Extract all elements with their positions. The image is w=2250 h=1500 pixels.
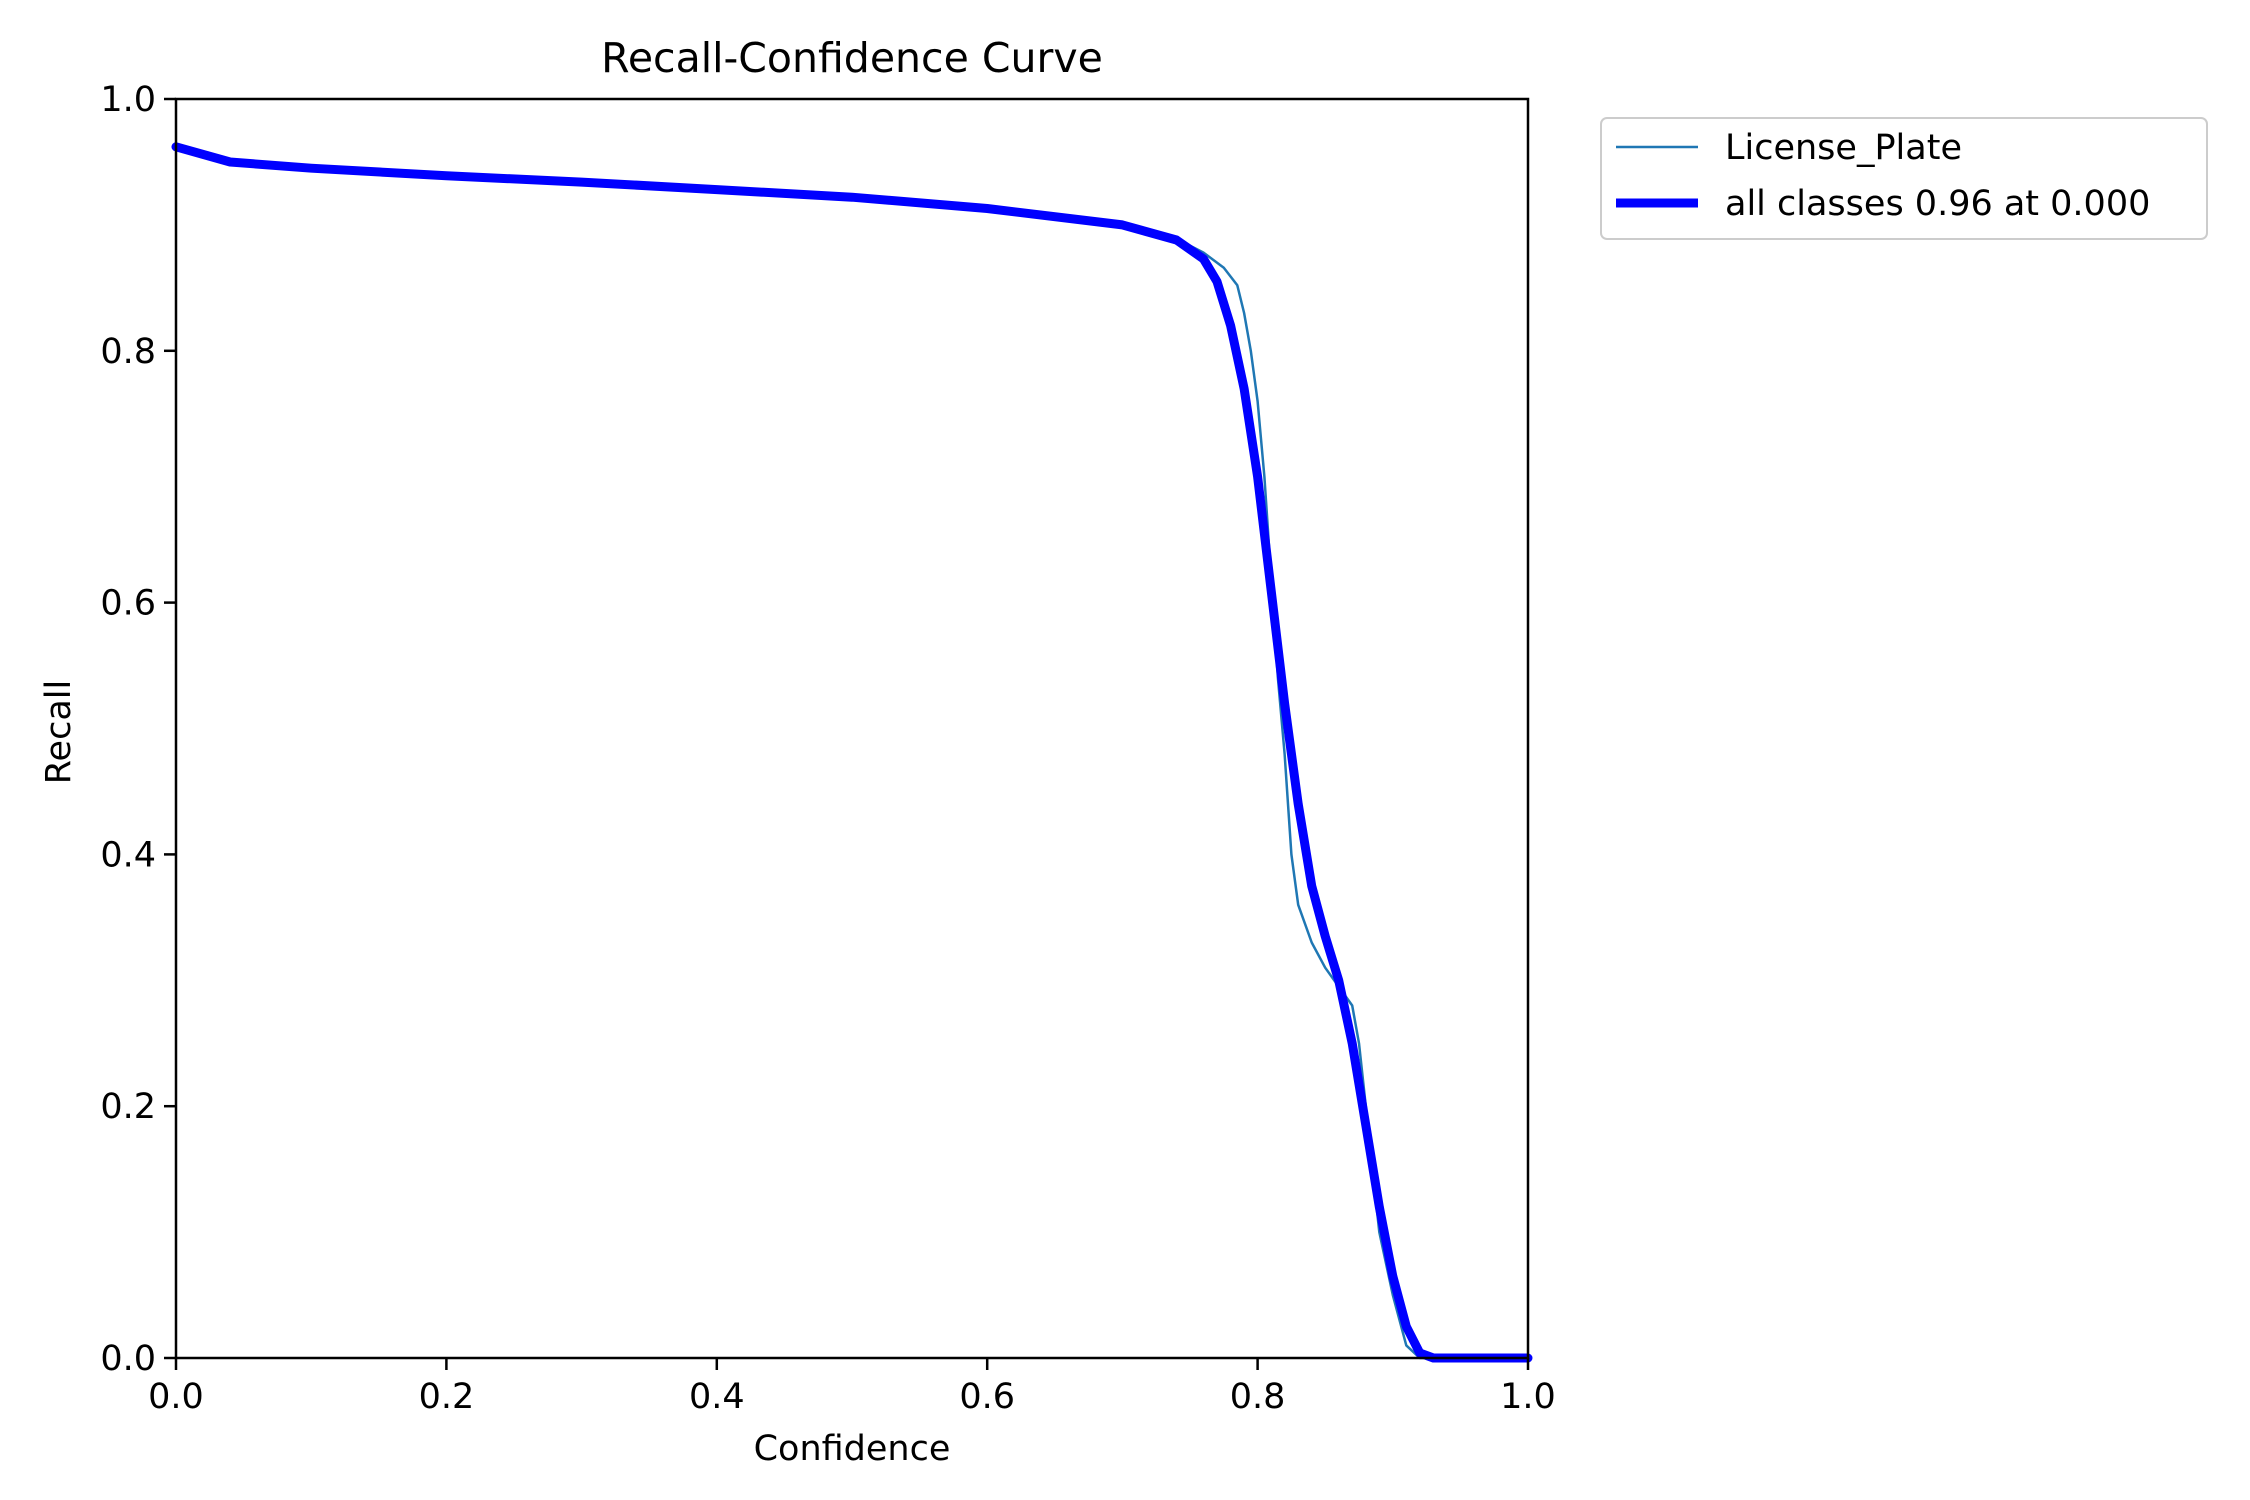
y-tick-label: 0.0 <box>100 1339 156 1379</box>
x-tick-label: 1.0 <box>1500 1377 1556 1417</box>
y-tick-label: 0.6 <box>100 584 156 624</box>
y-axis-ticks: 0.0 0.2 0.4 0.6 0.8 1.0 <box>100 80 176 1379</box>
chart-title: Recall-Confidence Curve <box>601 34 1103 82</box>
series-line-all-classes <box>171 142 1533 1363</box>
x-tick-label: 0.6 <box>959 1377 1015 1417</box>
legend-label-license-plate: License_Plate <box>1725 128 1962 168</box>
y-axis-label: Recall <box>39 680 79 784</box>
x-tick-label: 0.0 <box>148 1377 204 1417</box>
legend-box <box>1600 117 2208 240</box>
y-tick-label: 0.2 <box>100 1087 156 1127</box>
y-tick-label: 0.4 <box>100 835 156 875</box>
y-tick-label: 1.0 <box>100 80 156 120</box>
plot-frame <box>174 97 1530 1360</box>
x-axis-label: Confidence <box>754 1429 951 1469</box>
x-tick-label: 0.2 <box>419 1377 475 1417</box>
plot-data-layer <box>171 142 1533 1363</box>
legend: License_Plate all classes 0.96 at 0.000 <box>1600 117 2208 240</box>
y-tick-label: 0.8 <box>100 332 156 372</box>
x-tick-label: 0.8 <box>1230 1377 1286 1417</box>
x-axis-ticks: 0.0 0.2 0.4 0.6 0.8 1.0 <box>148 1358 1556 1417</box>
x-tick-label: 0.4 <box>689 1377 745 1417</box>
legend-label-all-classes: all classes 0.96 at 0.000 <box>1725 184 2150 224</box>
